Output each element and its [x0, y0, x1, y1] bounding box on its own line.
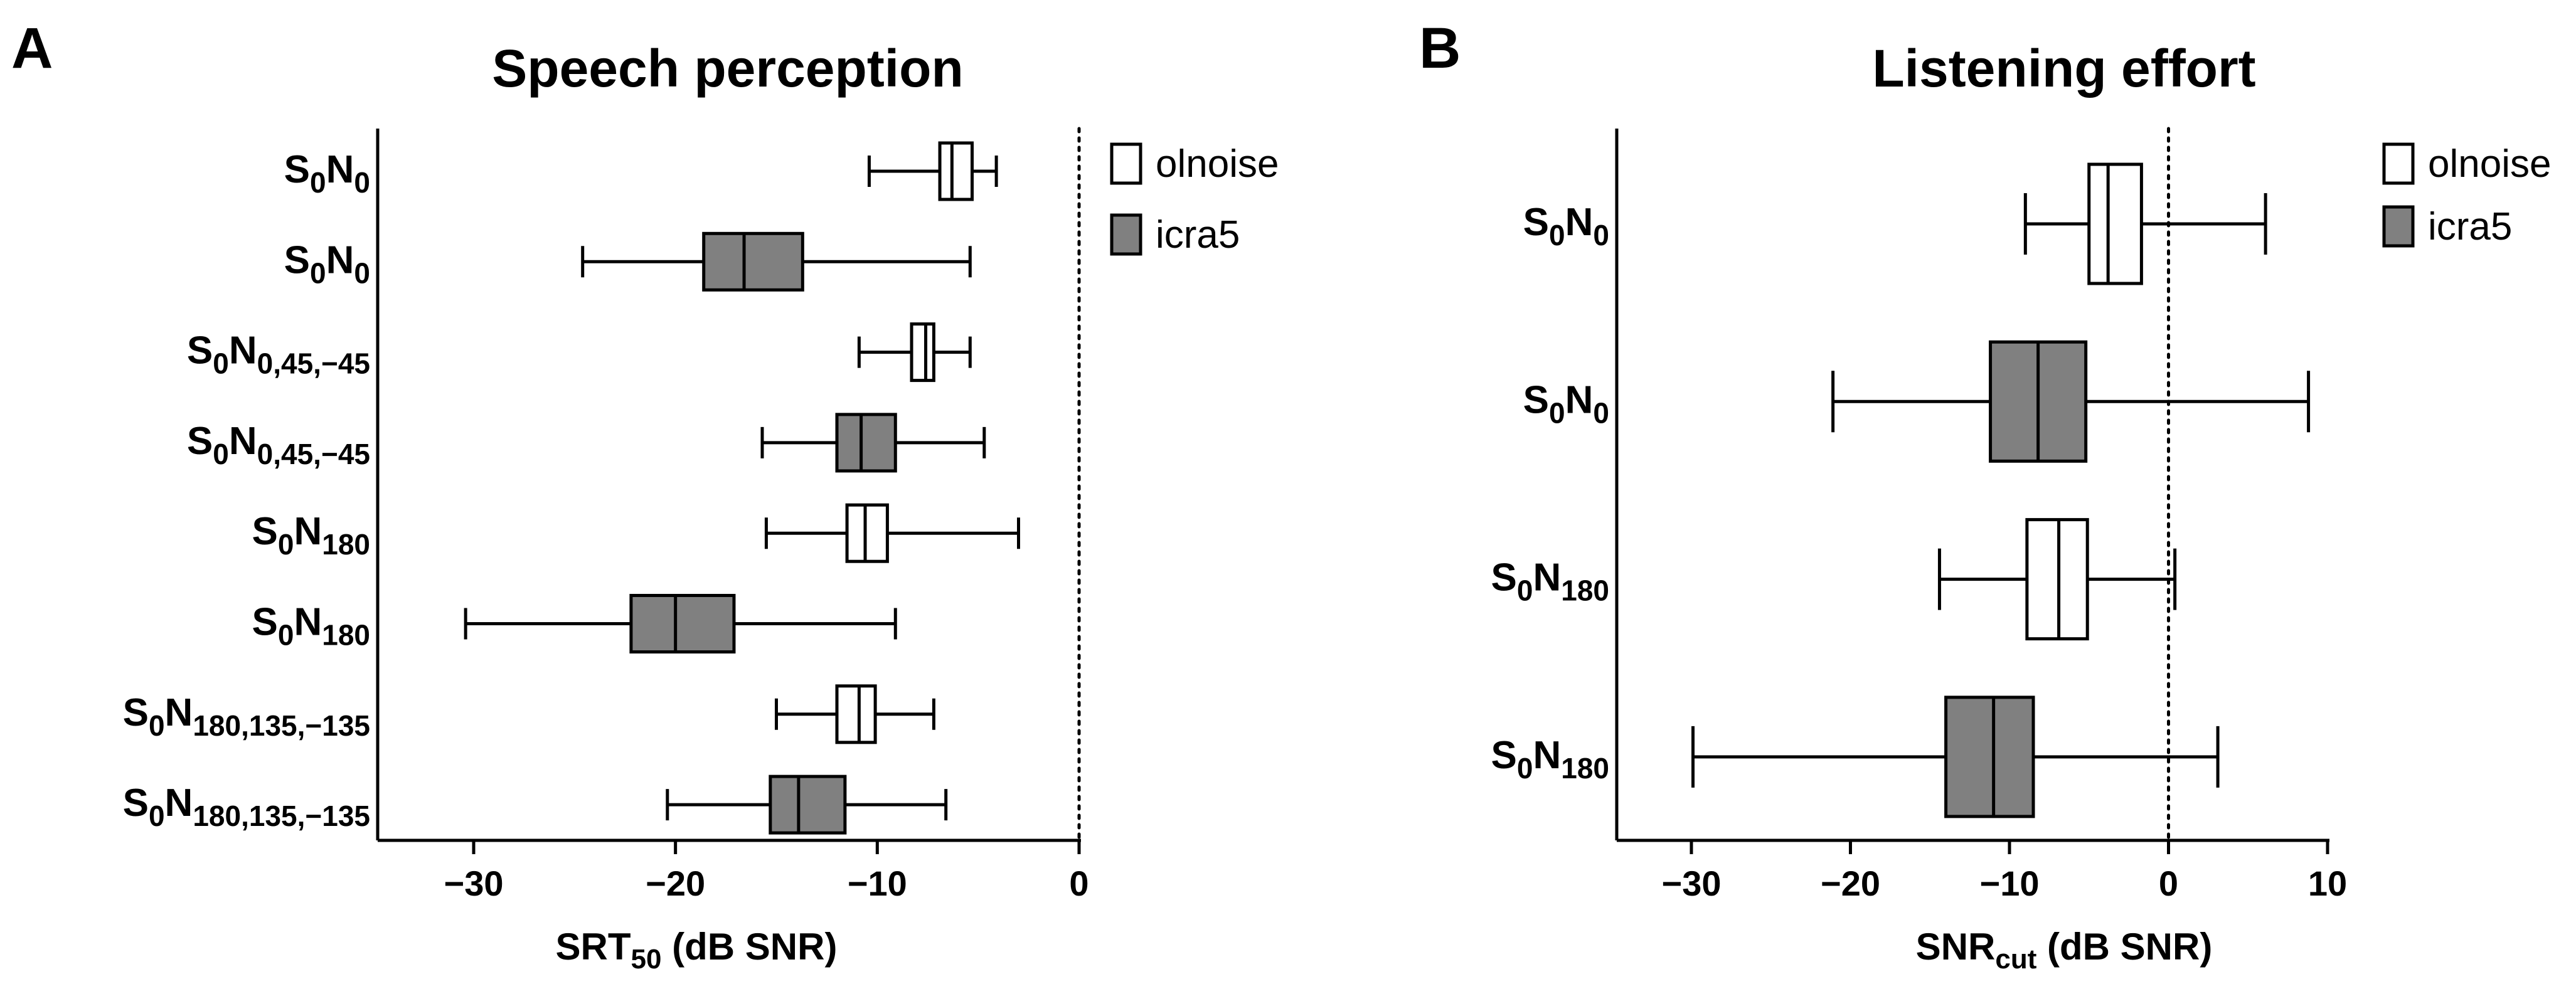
panel-a-x-axis-title: SRT50 (dB SNR)	[556, 926, 838, 975]
panel-b-box-1-olnoise	[2023, 162, 2267, 285]
panel-a-legend-label-icra5: icra5	[1156, 213, 1240, 257]
box-iqr	[835, 413, 897, 473]
panel-a-box-6-icra5	[464, 594, 897, 653]
panel-b-listening-effort: B Listening effort SNRcut (dB SNR) −30 −2…	[1419, 16, 2551, 975]
panel-b-legend-label-icra5: icra5	[2428, 205, 2512, 248]
panel-a-x-tick-label: −20	[646, 864, 705, 903]
panel-b-x-tick-label: −30	[1662, 864, 1722, 903]
panel-b-legend-label-olnoise: olnoise	[2428, 142, 2551, 186]
panel-a-box-7-olnoise	[775, 684, 935, 744]
box-iqr	[2025, 518, 2089, 641]
panel-a-speech-perception: A Speech perception SRT50 (dB SNR) −30 −2…	[11, 16, 1279, 975]
panel-b-category-label-4: S0N180	[1491, 734, 1609, 785]
panel-a-category-label-3: S0N0,45,−45	[187, 329, 370, 380]
panel-b-legend-swatch-icra5	[2382, 205, 2415, 248]
panel-a-category-label-2: S0N0	[284, 238, 370, 289]
box-iqr	[629, 594, 736, 653]
panel-b-box-4-icra5	[1691, 695, 2220, 818]
box-iqr	[835, 684, 877, 744]
panel-a-letter: A	[11, 16, 53, 80]
panel-a-title: Speech perception	[492, 39, 964, 98]
panel-a-category-label-5: S0N180	[252, 510, 370, 561]
panel-b-category-label-3: S0N180	[1491, 556, 1609, 607]
panel-a-category-label-6: S0N180	[252, 601, 370, 652]
panel-a-x-tick-label: −10	[848, 864, 907, 903]
panel-a-box-3-olnoise	[857, 322, 972, 383]
panel-b-box-3-olnoise	[1937, 518, 2177, 641]
box-iqr	[769, 775, 847, 835]
panel-a-box-2-icra5	[581, 231, 972, 292]
panel-b-x-tick-label: 10	[2308, 864, 2347, 903]
box-iqr	[2087, 162, 2143, 285]
panel-a-box-1-olnoise	[867, 141, 998, 201]
panel-b-category-label-1: S0N0	[1523, 201, 1609, 251]
box-iqr	[702, 231, 804, 292]
box-iqr	[938, 141, 974, 201]
panel-b-x-axis-title: SNRcut (dB SNR)	[1916, 926, 2213, 975]
panel-a-category-label-7: S0N180,135,−135	[123, 691, 370, 742]
panel-b-x-tick-label: 0	[2159, 864, 2178, 903]
panel-a-legend-label-olnoise: olnoise	[1156, 142, 1279, 186]
panel-b-title: Listening effort	[1872, 39, 2255, 98]
box-iqr	[910, 322, 935, 383]
panel-b-x-tick-label: −20	[1821, 864, 1880, 903]
panel-b-x-tick-label: −10	[1980, 864, 2040, 903]
panel-a-box-4-icra5	[760, 413, 986, 473]
panel-a-x-tick-label: 0	[1069, 864, 1088, 903]
panel-b-box-2-icra5	[1831, 340, 2311, 463]
panel-a-x-tick-label: −30	[444, 864, 504, 903]
box-iqr	[845, 503, 889, 563]
panel-a-category-label-8: S0N180,135,−135	[123, 781, 370, 832]
panel-a-box-8-icra5	[666, 775, 948, 835]
panel-b-letter: B	[1419, 16, 1461, 80]
panel-a-category-label-4: S0N0,45,−45	[187, 420, 370, 470]
panel-b-legend-swatch-olnoise	[2382, 142, 2415, 185]
panel-b-category-label-2: S0N0	[1523, 378, 1609, 429]
panel-a-category-label-1: S0N0	[284, 148, 370, 199]
panel-a-box-5-olnoise	[764, 503, 1020, 563]
panel-a-legend-swatch-olnoise	[1110, 142, 1142, 185]
panel-a-legend-swatch-icra5	[1110, 213, 1142, 256]
box-iqr	[1944, 695, 2035, 818]
